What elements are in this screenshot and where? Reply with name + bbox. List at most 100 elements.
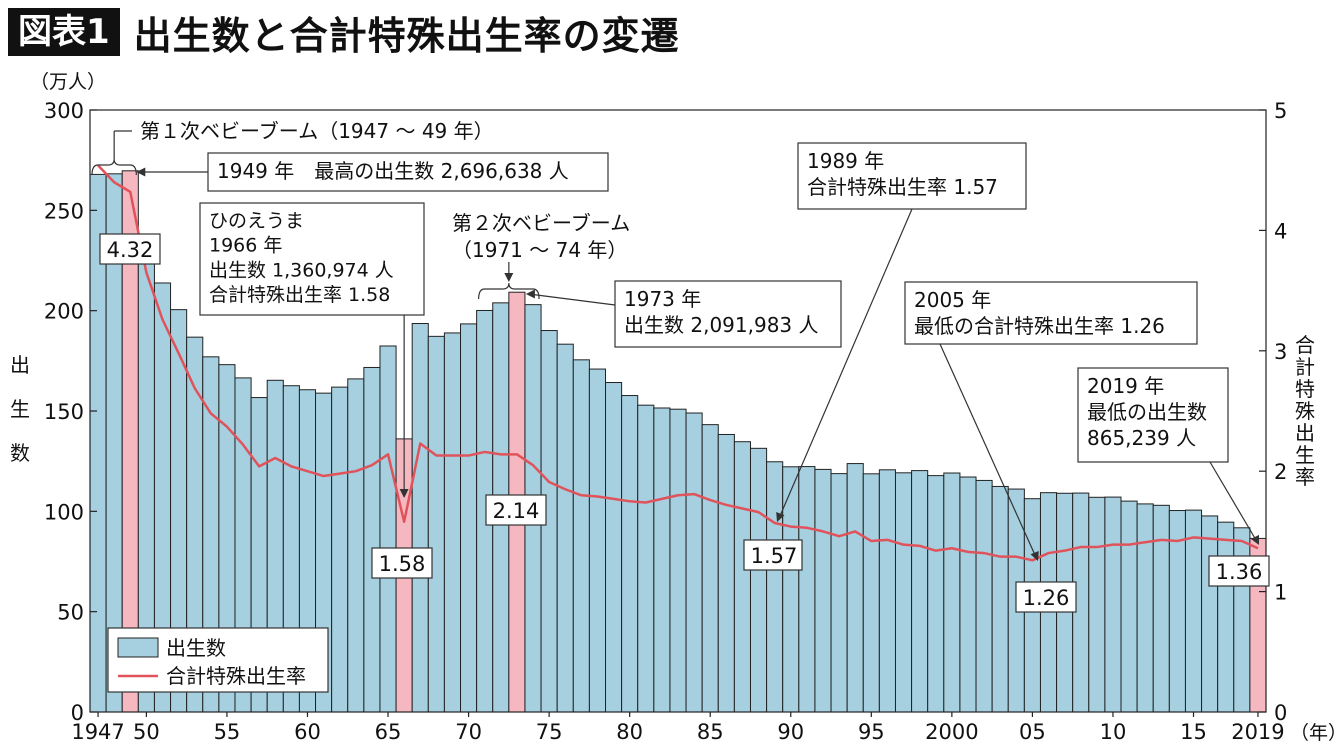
bar-1970 (460, 323, 478, 713)
right-tick-label-1: 1 (1274, 581, 1287, 605)
x-tick-label-1970: 70 (455, 720, 482, 744)
x-tick-label-2015: 15 (1180, 720, 1207, 744)
bar-1968 (427, 335, 445, 713)
y2019-box (1077, 367, 1229, 463)
left-axis-title-char: 数 (10, 441, 30, 465)
boom1-label: 第１次ベビーブーム（1947 ～ 49 年） (140, 119, 494, 143)
left-tick-label-200: 200 (44, 300, 84, 324)
right-axis-title-char: 殊 (1295, 399, 1315, 423)
rate-label-text: 1.26 (1023, 586, 1070, 610)
bar-1969 (443, 332, 462, 713)
rate-label-1989: 1.57 (743, 539, 803, 571)
max-births-box (207, 152, 609, 192)
boom2-brace (478, 282, 540, 300)
rate-line-layer (97, 164, 1259, 562)
bar-2012 (1136, 503, 1154, 713)
bar-2011 (1120, 500, 1138, 713)
bar-1980 (621, 395, 639, 713)
rate-label-box (99, 233, 161, 265)
y2019-leader (1209, 461, 1257, 541)
bar-1988 (749, 447, 768, 713)
boom2-arrow (504, 273, 514, 282)
y1989-line: 合計特殊出生率 1.57 (807, 175, 998, 199)
rate-label-text: 2.14 (493, 499, 540, 523)
bar-1993 (830, 473, 848, 713)
left-tick-label-0: 0 (71, 701, 84, 725)
bar-1962 (331, 386, 349, 713)
left-axis-title-char: 出 (10, 353, 30, 377)
left-axis-title-char: 生 (10, 397, 30, 421)
y1989-arrow (776, 512, 785, 522)
bar-1989 (766, 461, 784, 713)
x-tick-label-2010: 10 (1100, 720, 1127, 744)
right-axis-title-char: 生 (1295, 443, 1315, 467)
y2019-line: 2019 年 (1087, 374, 1164, 398)
hinoeuma-line: 1966 年 (209, 235, 282, 257)
title-bar: 図表1 出生数と合計特殊出生率の変遷 (8, 6, 680, 58)
rate-label-box (1208, 555, 1270, 587)
y1989-leader (779, 208, 913, 517)
right-axis-title-char: 合 (1295, 333, 1315, 357)
x-unit: （年） (1290, 722, 1340, 744)
x-tick-label-2019: 2019 (1231, 720, 1284, 744)
bar-1999 (927, 475, 945, 713)
bar-2000 (943, 472, 961, 713)
hinoeuma-line: 出生数 1,360,974 人 (209, 259, 394, 281)
bar-2010 (1104, 496, 1122, 713)
y1973-line: 1973 年 (624, 287, 701, 311)
bar-1987 (733, 441, 751, 713)
x-tick-label-1960: 60 (294, 720, 321, 744)
boom2-label-1: 第２次ベビーブーム (452, 211, 630, 235)
bar-1963 (347, 378, 365, 713)
right-tick-label-2: 2 (1274, 460, 1287, 484)
bar-1976 (556, 343, 574, 713)
left-tick-label-50: 50 (57, 601, 84, 625)
y1973-line: 出生数 2,091,983 人 (624, 313, 819, 337)
bar-1996 (878, 469, 896, 713)
max-births-arrow (136, 167, 146, 177)
y2005-arrow (1030, 551, 1039, 561)
hinoeuma-box (199, 202, 425, 316)
rate-label-1973: 2.14 (485, 494, 547, 526)
y2005-line: 最低の合計特殊出生率 1.26 (914, 314, 1165, 338)
bar-1984 (685, 412, 703, 713)
y1989-line: 1989 年 (807, 149, 884, 173)
y1973-leader (528, 293, 616, 306)
hinoeuma-line: ひのえうま (209, 210, 304, 232)
bar-1977 (572, 359, 590, 713)
rate-label-text: 1.57 (751, 544, 798, 568)
bar-1965 (379, 345, 397, 713)
x-tick-label-2005: 05 (1019, 720, 1046, 744)
bar-2009 (1088, 496, 1106, 713)
rate-label-box (1015, 581, 1077, 613)
y2019-line: 865,239 人 (1087, 426, 1196, 450)
page-title: 出生数と合計特殊出生率の変遷 (133, 13, 680, 58)
x-tick-label-1980: 80 (616, 720, 643, 744)
right-tick-label-3: 3 (1274, 340, 1287, 364)
left-tick-label-250: 250 (44, 199, 84, 223)
bar-1986 (717, 433, 735, 713)
bar-2016 (1201, 515, 1219, 713)
bar-1985 (701, 424, 719, 713)
x-tick-label-1995: 95 (858, 720, 885, 744)
bar-2013 (1152, 504, 1170, 713)
right-axis-title-char: 出 (1295, 421, 1315, 445)
left-axis-unit: （万人） (30, 71, 106, 93)
right-axis-title-char: 率 (1295, 465, 1315, 489)
bar-2002 (975, 479, 993, 713)
bar-1982 (653, 407, 671, 713)
bar-2001 (959, 476, 977, 713)
y1973-arrow (525, 289, 535, 299)
x-tick-label-1950: 50 (133, 720, 160, 744)
legend-label-births: 出生数 (166, 636, 226, 660)
right-axis-title-char: 特 (1295, 377, 1315, 401)
bar-1997 (894, 472, 913, 713)
bar-1964 (363, 366, 381, 713)
x-tick-label-1975: 75 (536, 720, 563, 744)
right-tick-label-0: 0 (1274, 701, 1287, 725)
legend-swatch-births (117, 637, 159, 658)
y2019-line: 最低の出生数 (1087, 400, 1207, 424)
